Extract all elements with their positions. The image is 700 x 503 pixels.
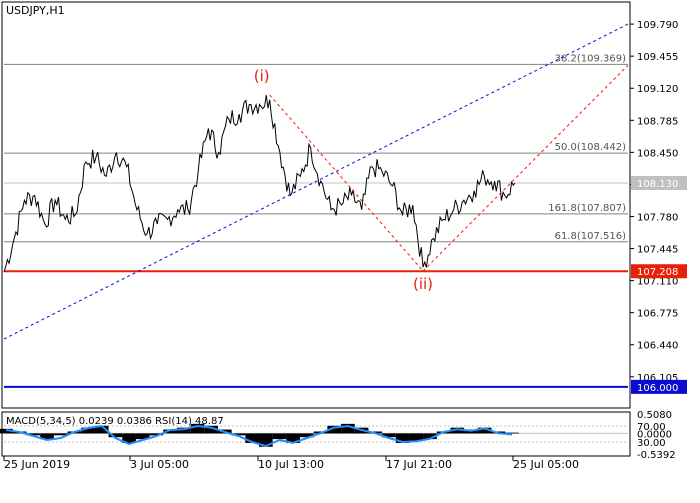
macd-bar [395, 433, 410, 443]
price-tick-label: 107.780 [637, 212, 678, 223]
macd-bar [176, 427, 191, 434]
macd-bar [300, 433, 314, 438]
macd-bar [26, 433, 41, 436]
macd-bar [204, 425, 218, 434]
indicator-scale-label: 0.5080 [637, 410, 672, 421]
indicator-scale-label: 70.00 [637, 422, 666, 433]
macd-bar [190, 423, 205, 434]
macd-bar [94, 425, 109, 434]
indicator-scale-label: 30.00 [637, 438, 666, 449]
macd-bar [505, 432, 519, 434]
price-tag-label: 106.000 [637, 383, 678, 394]
time-axis: 25 Jun 2019 3 Jul 05:00 10 Jul 13:00 17 Jul… [3, 456, 579, 471]
wave-i-to-ii-line [269, 94, 424, 272]
macd-bar [0, 428, 13, 434]
wave-path [269, 64, 629, 272]
price-tag-bg [631, 175, 687, 190]
price-line [3, 95, 516, 273]
macd-bar [341, 423, 355, 434]
wave-i-label: (i) [254, 67, 270, 85]
fib-level-label: 50.0(108.442) [555, 142, 627, 153]
macd-bar [231, 433, 246, 436]
wave-ii-projection-line [422, 64, 629, 272]
macd-bar [286, 433, 301, 443]
price-tick-label: 106.775 [637, 309, 678, 320]
price-series [3, 95, 516, 273]
time-tick-label: 25 Jul 05:00 [513, 458, 579, 471]
time-tick-label: 25 Jun 2019 [4, 458, 70, 471]
macd-bar [81, 427, 95, 434]
macd-bar [135, 433, 150, 440]
macd-bar [450, 427, 465, 434]
rsi-path [5, 424, 513, 448]
macd-bar [409, 433, 424, 442]
macd-bar [108, 433, 123, 438]
macd-bar [149, 433, 164, 436]
price-tick-label: 106.105 [637, 373, 678, 384]
time-tick-label: 17 Jul 21:00 [386, 458, 452, 471]
fibonacci-levels: 38.2(109.369) 50.0(108.442) 161.8(107.807)… [4, 53, 628, 243]
wave-labels: (i) (ii) [254, 67, 433, 293]
fib-level-label: 38.2(109.369) [555, 53, 627, 64]
symbol-label: USDJPY,H1 [6, 4, 65, 17]
wave-ii-label: (ii) [413, 275, 433, 293]
macd-bar [477, 427, 492, 434]
price-tags: 108.130 107.208 106.000 [631, 175, 687, 394]
macd-bar [423, 433, 437, 440]
price-tag-bg [631, 379, 687, 394]
macd-bar [163, 429, 177, 434]
trend-lines [3, 23, 629, 340]
indicator-label: MACD(5,34,5) 0.0239 0.0386 RSI(14) 48.87 [6, 416, 224, 427]
indicator-scale-label: 0.0000 [637, 429, 672, 440]
price-tag-label: 107.208 [637, 267, 678, 278]
price-tick-label: 109.120 [637, 84, 678, 95]
price-tick-label: 107.110 [637, 277, 678, 288]
price-tag-bg [631, 264, 687, 279]
price-tick-label: 106.440 [637, 341, 678, 352]
macd-bar [327, 425, 342, 434]
price-tick-label: 107.445 [637, 245, 678, 256]
price-tick-label: 109.455 [637, 52, 678, 63]
macd-bar [122, 433, 136, 443]
macd-bar [53, 433, 68, 436]
fib-level-label: 61.8(107.516) [555, 231, 627, 242]
indicator-panel-frame [1, 411, 631, 457]
price-tag-label: 108.130 [637, 179, 678, 190]
time-tick-label: 3 Jul 05:00 [130, 458, 189, 471]
time-tick-label: 10 Jul 13:00 [258, 458, 324, 471]
fib-level-label: 161.8(107.807) [548, 203, 626, 214]
trend-channel-line [3, 23, 629, 340]
main-panel-frame [1, 1, 631, 409]
price-tick-label: 108.450 [637, 148, 678, 159]
macd-bar [272, 433, 287, 440]
price-tick-label: 108.785 [637, 116, 678, 127]
rsi-line [5, 424, 513, 448]
indicator-scale-label: -0.5392 [637, 450, 676, 461]
horizontal-levels [4, 270, 628, 388]
macd-bar [245, 433, 259, 443]
price-tick-label: 109.790 [637, 20, 678, 31]
macd-bar [382, 433, 396, 438]
macd-bar [40, 433, 54, 440]
